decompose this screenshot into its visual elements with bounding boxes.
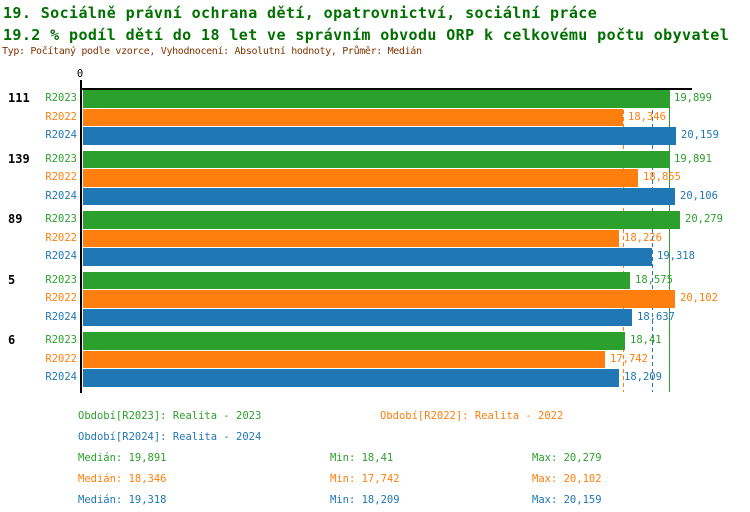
bar-value-label: 18,637 bbox=[637, 310, 675, 323]
bar-r2023 bbox=[83, 332, 625, 350]
bar-r2023 bbox=[83, 90, 669, 108]
indicator-meta: Typ: Počítaný podle vzorce, Vyhodnocení:… bbox=[2, 46, 422, 57]
series-row-label: R2022 bbox=[45, 110, 77, 123]
bar-value-label: 18,226 bbox=[624, 231, 662, 244]
stat-max-r2024: Max: 20,159 bbox=[532, 494, 602, 506]
chapter-title: 19. Sociálně právní ochrana dětí, opatro… bbox=[3, 4, 598, 22]
bar-value-label: 18,855 bbox=[643, 171, 681, 184]
series-row-label: R2022 bbox=[45, 352, 77, 365]
bar-r2023 bbox=[83, 211, 680, 229]
bar-r2022 bbox=[83, 290, 675, 308]
series-row-label: R2022 bbox=[45, 231, 77, 244]
group-label: 89 bbox=[8, 212, 23, 226]
bar-value-label: 20,102 bbox=[680, 292, 718, 305]
bar-value-label: 19,318 bbox=[657, 250, 695, 263]
median-line-r2024 bbox=[652, 89, 653, 392]
bar-value-label: 20,159 bbox=[681, 129, 719, 142]
bar-r2024 bbox=[83, 369, 619, 387]
bar-r2022 bbox=[83, 169, 638, 187]
stat-median-r2023: Medián: 19,891 bbox=[78, 452, 167, 464]
series-row-label: R2022 bbox=[45, 171, 77, 184]
axis-origin-label: 0 bbox=[76, 68, 84, 80]
value-axis-line bbox=[80, 88, 692, 90]
legend-r2022: Období[R2022]: Realita - 2022 bbox=[380, 410, 564, 422]
group-label: 6 bbox=[8, 333, 16, 347]
bar-value-label: 18,41 bbox=[630, 334, 662, 346]
bar-value-label: 19,899 bbox=[674, 92, 712, 104]
median-line-r2022 bbox=[623, 89, 624, 392]
stat-max-r2022: Max: 20,102 bbox=[532, 473, 602, 485]
bar-value-label: 18,575 bbox=[635, 273, 673, 286]
stat-median-r2024: Medián: 19,318 bbox=[78, 494, 167, 506]
bar-r2022 bbox=[83, 229, 619, 248]
stat-min-r2022: Min: 17,742 bbox=[330, 473, 400, 485]
bar-r2024 bbox=[83, 308, 632, 327]
stat-max-r2023: Max: 20,279 bbox=[532, 452, 602, 464]
group-label: 5 bbox=[8, 272, 16, 287]
bar-r2023 bbox=[83, 271, 630, 289]
stat-median-r2022: Medián: 18,346 bbox=[78, 473, 167, 485]
bar-r2024 bbox=[83, 248, 652, 266]
bar-r2022 bbox=[83, 108, 623, 127]
bar-r2023 bbox=[83, 150, 669, 168]
group-label: 139 bbox=[8, 151, 30, 166]
series-row-label: R2024 bbox=[45, 250, 77, 263]
series-row-label: R2024 bbox=[45, 310, 77, 323]
series-row-label: R2024 bbox=[45, 129, 77, 142]
indicator-title: 19.2 % podíl dětí do 18 let ve správním … bbox=[3, 26, 730, 44]
series-row-label: R2023 bbox=[45, 273, 77, 286]
bar-r2024 bbox=[83, 127, 676, 145]
bar-value-label: 20,279 bbox=[685, 213, 723, 225]
bar-value-label: 19,891 bbox=[674, 152, 712, 165]
category-axis-line bbox=[80, 88, 82, 393]
bar-value-label: 18,346 bbox=[628, 110, 666, 123]
bar-value-label: 20,106 bbox=[680, 189, 718, 202]
series-row-label: R2023 bbox=[45, 213, 77, 225]
axis-zero-tick bbox=[80, 80, 82, 88]
legend-r2023: Období[R2023]: Realita - 2023 bbox=[78, 410, 262, 422]
series-row-label: R2023 bbox=[45, 152, 77, 165]
stat-min-r2024: Min: 18,209 bbox=[330, 494, 400, 506]
bar-r2022 bbox=[83, 350, 605, 369]
bar-value-label: 18,209 bbox=[624, 371, 662, 384]
group-label: 111 bbox=[8, 91, 30, 105]
bar-value-label: 17,742 bbox=[610, 352, 648, 365]
series-row-label: R2022 bbox=[45, 292, 77, 305]
bar-r2024 bbox=[83, 187, 675, 206]
series-row-label: R2024 bbox=[45, 371, 77, 384]
stat-min-r2023: Min: 18,41 bbox=[330, 452, 394, 464]
median-line-r2023 bbox=[669, 89, 670, 392]
legend-r2024: Období[R2024]: Realita - 2024 bbox=[78, 431, 262, 443]
series-row-label: R2023 bbox=[45, 92, 77, 104]
series-row-label: R2023 bbox=[45, 334, 77, 346]
series-row-label: R2024 bbox=[45, 189, 77, 202]
